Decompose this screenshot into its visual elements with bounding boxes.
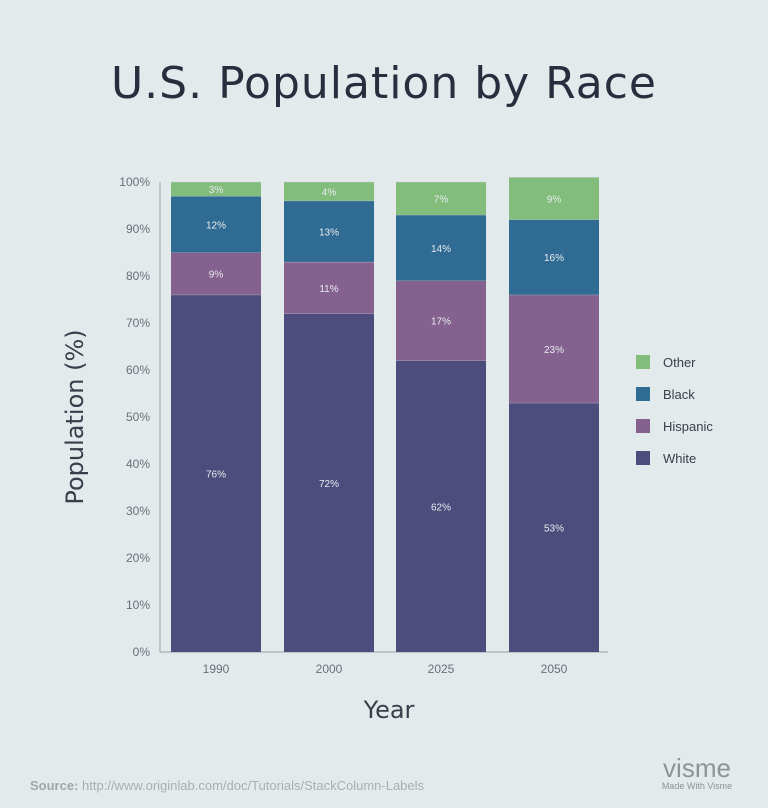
- legend-swatch-black: [636, 387, 650, 401]
- legend-swatch-other: [636, 355, 650, 369]
- x-tick-label: 1990: [203, 662, 230, 676]
- x-axis-title: Year: [363, 696, 415, 724]
- data-label: 72%: [319, 479, 339, 490]
- data-label: 9%: [547, 194, 562, 205]
- visme-logo: visme Made With Visme: [652, 735, 742, 791]
- logo-tagline: Made With Visme: [661, 781, 733, 791]
- y-axis-title: Population (%): [61, 329, 89, 504]
- y-tick-label: 100%: [119, 175, 150, 189]
- y-tick-label: 10%: [126, 598, 150, 612]
- bar-segment-black-2000: [284, 200, 374, 262]
- data-label: 14%: [431, 244, 451, 255]
- legend-label-hispanic: Hispanic: [663, 419, 713, 434]
- source-label: Source:: [30, 778, 79, 793]
- source-note: Source: http://www.originlab.com/doc/Tut…: [30, 778, 424, 793]
- chart-title: U.S. Population by Race: [110, 58, 658, 109]
- bar-segment-hispanic-1990: [171, 252, 261, 295]
- bar-segment-other-1990: [171, 182, 261, 197]
- data-label: 4%: [322, 187, 337, 198]
- y-tick-label: 60%: [126, 363, 150, 377]
- bar-segment-white-1990: [171, 294, 261, 652]
- bar-segment-white-2050: [509, 402, 599, 652]
- data-label: 7%: [434, 194, 449, 205]
- data-label: 9%: [209, 270, 224, 281]
- x-tick-label: 2000: [316, 662, 343, 676]
- legend-swatch-hispanic: [636, 419, 650, 433]
- data-label: 17%: [431, 317, 451, 328]
- y-tick-label: 40%: [126, 457, 150, 471]
- y-tick-label: 80%: [126, 269, 150, 283]
- legend-label-white: White: [663, 451, 696, 466]
- bar-segment-white-2000: [284, 313, 374, 652]
- data-label: 53%: [544, 523, 564, 534]
- x-tick-label: 2025: [428, 662, 455, 676]
- bar-segment-black-2050: [509, 219, 599, 295]
- y-tick-label: 90%: [126, 222, 150, 236]
- x-tick-label: 2050: [541, 662, 568, 676]
- y-tick-label: 50%: [126, 410, 150, 424]
- bar-segment-white-2025: [396, 360, 486, 652]
- bar-segment-black-1990: [171, 196, 261, 253]
- bar-segment-hispanic-2000: [284, 261, 374, 314]
- bar-segment-other-2000: [284, 182, 374, 201]
- data-label: 76%: [206, 469, 226, 480]
- data-label: 3%: [209, 185, 224, 196]
- bar-segment-other-2050: [509, 177, 599, 220]
- y-tick-label: 70%: [126, 316, 150, 330]
- bar-segment-other-2025: [396, 182, 486, 215]
- legend-label-other: Other: [663, 355, 696, 370]
- y-tick-label: 30%: [126, 504, 150, 518]
- data-label: 16%: [544, 253, 564, 264]
- y-tick-label: 20%: [126, 551, 150, 565]
- data-label: 62%: [431, 502, 451, 513]
- legend-swatch-white: [636, 451, 650, 465]
- logo-text: visme: [663, 753, 731, 783]
- legend-label-black: Black: [663, 387, 695, 402]
- bar-segment-black-2025: [396, 214, 486, 281]
- data-label: 11%: [319, 284, 338, 295]
- data-label: 13%: [319, 227, 339, 238]
- bar-segment-hispanic-2025: [396, 280, 486, 361]
- data-label: 23%: [544, 345, 564, 356]
- source-url: http://www.originlab.com/doc/Tutorials/S…: [82, 778, 425, 793]
- y-tick-label: 0%: [133, 645, 151, 659]
- data-label: 12%: [206, 220, 226, 231]
- bar-segment-hispanic-2050: [509, 294, 599, 403]
